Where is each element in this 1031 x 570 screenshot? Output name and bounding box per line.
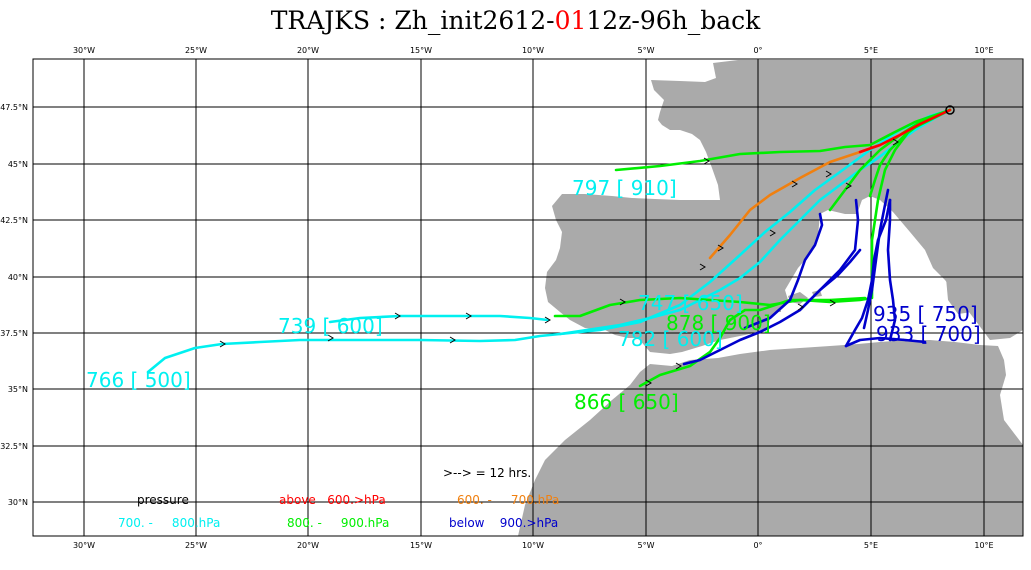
trajectory-label: 935 [ 750]: [873, 302, 978, 326]
trajectory-labels: 797 [ 910] 739 [ 600] 766 [ 500] 747 [ 6…: [86, 176, 981, 414]
lon-label: 0°: [753, 541, 762, 550]
lon-label: 25°W: [185, 541, 207, 550]
trajectory-label: 739 [ 600]: [278, 314, 383, 338]
time-arrow: [544, 316, 551, 324]
lon-label: 15°W: [410, 46, 432, 55]
lon-label: 5°E: [864, 46, 878, 55]
title-prefix: TRAJKS : Zh_init2612-: [270, 6, 555, 35]
lon-label: 20°W: [297, 541, 319, 550]
lat-labels: 47.5°N 45°N 42.5°N 40°N 37.5°N 35°N 32.5…: [0, 103, 28, 507]
trajectory-blue-d: [798, 248, 862, 312]
time-arrow: [825, 170, 832, 178]
title-suffix: 12z-96h_back: [586, 6, 761, 35]
trajectory-935: [862, 188, 890, 330]
time-arrow: [465, 312, 472, 320]
legend-pressure-title: pressure: [137, 493, 189, 507]
time-arrow: [699, 263, 706, 271]
time-arrow: [845, 182, 852, 190]
time-arrow: [769, 229, 776, 237]
legend-time-note: >--> = 12 hrs.: [443, 466, 531, 480]
time-arrow: [449, 336, 456, 344]
legend-above-600: above 600.>hPa: [279, 493, 386, 507]
lat-label: 45°N: [8, 160, 28, 169]
legend-600-700: 600. - 700.hPa: [457, 493, 559, 507]
time-arrow: [797, 303, 804, 311]
lon-label: 25°W: [185, 46, 207, 55]
lon-label: 10°W: [522, 46, 544, 55]
trajectory-label: 747 [ 650]: [638, 291, 743, 315]
lon-label: 0°: [753, 46, 762, 55]
lat-label: 32.5°N: [0, 442, 28, 451]
land-corsica: [954, 206, 972, 244]
trajectory-green-a: [828, 108, 952, 212]
trajectory-866: [638, 296, 867, 388]
time-arrow: [219, 340, 226, 348]
lon-label: 10°W: [522, 541, 544, 550]
trajectory-blue-a: [682, 198, 860, 366]
legend: >--> = 12 hrs. pressure above 600.>hPa 6…: [118, 466, 559, 530]
trajectory-label: 933 [ 700]: [876, 322, 981, 346]
lat-label: 47.5°N: [0, 103, 28, 112]
trajectory-blue-b: [743, 212, 824, 330]
time-arrow: [675, 362, 682, 370]
time-arrow: [394, 312, 401, 320]
lon-labels-bottom: 30°W 25°W 20°W 15°W 10°W 5°W 0° 5°E 10°E: [73, 541, 994, 550]
lon-labels-top: 30°W 25°W 20°W 15°W 10°W 5°W 0° 5°E 10°E: [73, 46, 994, 55]
legend-800-900: 800. - 900.hPa: [287, 516, 389, 530]
time-arrow: [619, 298, 626, 306]
time-arrows: [219, 138, 899, 387]
lon-label: 5°W: [638, 46, 655, 55]
time-arrow: [703, 157, 710, 165]
lon-label: 5°E: [864, 541, 878, 550]
lat-label: 30°N: [8, 498, 28, 507]
trajectory-label: 782 [ 600]: [618, 327, 723, 351]
legend-below-900: below 900.>hPa: [449, 516, 558, 530]
trajectory-origin-marker: [945, 105, 955, 115]
time-arrow: [892, 138, 899, 146]
land-sardinia: [946, 252, 978, 314]
title-highlight: 01: [554, 6, 587, 35]
lon-label: 20°W: [297, 46, 319, 55]
lat-label: 40°N: [8, 273, 28, 282]
trajectory-label: 766 [ 500]: [86, 368, 191, 392]
time-arrow: [327, 334, 334, 342]
trajectory-blue-c: [844, 198, 892, 348]
trajectory-766: [146, 108, 952, 374]
time-arrow: [717, 244, 724, 252]
trajectory-797: [614, 108, 952, 172]
time-arrow: [829, 299, 836, 307]
trajectory-orange: [708, 143, 882, 260]
trajectory-label: 866 [ 650]: [574, 390, 679, 414]
time-arrow: [645, 379, 652, 387]
trajectory-blue-e: [886, 198, 897, 342]
lon-label: 30°W: [73, 46, 95, 55]
trajectory-933: [844, 336, 927, 348]
trajectory-label: 878 [ 900]: [666, 311, 771, 335]
trajectories: [146, 105, 955, 388]
map-title: TRAJKS : Zh_init2612-0112z-96h_back: [0, 6, 1031, 35]
trajectory-739: [328, 314, 550, 324]
lon-label: 15°W: [410, 541, 432, 550]
trajectory-label: 797 [ 910]: [572, 176, 677, 200]
lon-label: 10°E: [974, 541, 993, 550]
lat-label: 37.5°N: [0, 329, 28, 338]
trajectory-green-b: [868, 108, 952, 198]
legend-700-800: 700. - 800.hPa: [118, 516, 220, 530]
lon-label: 5°W: [638, 541, 655, 550]
lon-label: 10°E: [974, 46, 993, 55]
trajectory-red: [858, 108, 952, 154]
time-arrow: [791, 180, 798, 188]
lon-label: 30°W: [73, 541, 95, 550]
lat-label: 35°N: [8, 385, 28, 394]
lat-label: 42.5°N: [0, 216, 28, 225]
